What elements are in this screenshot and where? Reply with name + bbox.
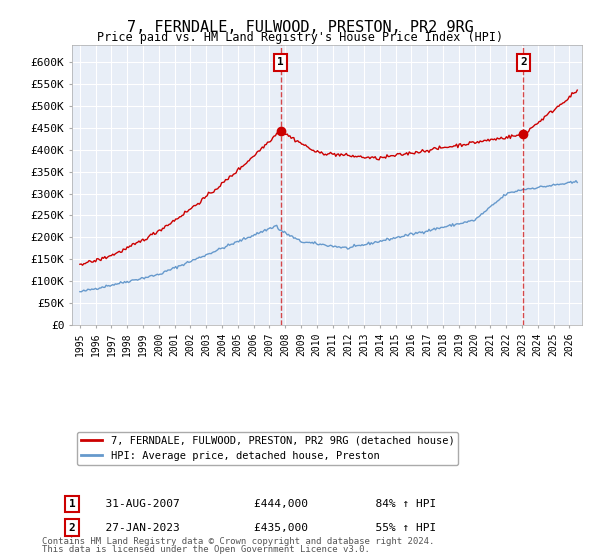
Text: 7, FERNDALE, FULWOOD, PRESTON, PR2 9RG: 7, FERNDALE, FULWOOD, PRESTON, PR2 9RG [127,20,473,35]
Legend: 7, FERNDALE, FULWOOD, PRESTON, PR2 9RG (detached house), HPI: Average price, det: 7, FERNDALE, FULWOOD, PRESTON, PR2 9RG (… [77,432,458,465]
Text: 27-JAN-2023           £435,000          55% ↑ HPI: 27-JAN-2023 £435,000 55% ↑ HPI [92,523,437,533]
Text: Price paid vs. HM Land Registry's House Price Index (HPI): Price paid vs. HM Land Registry's House … [97,31,503,44]
Text: 2: 2 [68,523,76,533]
Text: 31-AUG-2007           £444,000          84% ↑ HPI: 31-AUG-2007 £444,000 84% ↑ HPI [92,499,437,509]
Text: 2: 2 [520,57,527,67]
Text: 1: 1 [277,57,284,67]
Text: This data is licensed under the Open Government Licence v3.0.: This data is licensed under the Open Gov… [42,545,370,554]
Text: 1: 1 [68,499,76,509]
Text: Contains HM Land Registry data © Crown copyright and database right 2024.: Contains HM Land Registry data © Crown c… [42,537,434,546]
